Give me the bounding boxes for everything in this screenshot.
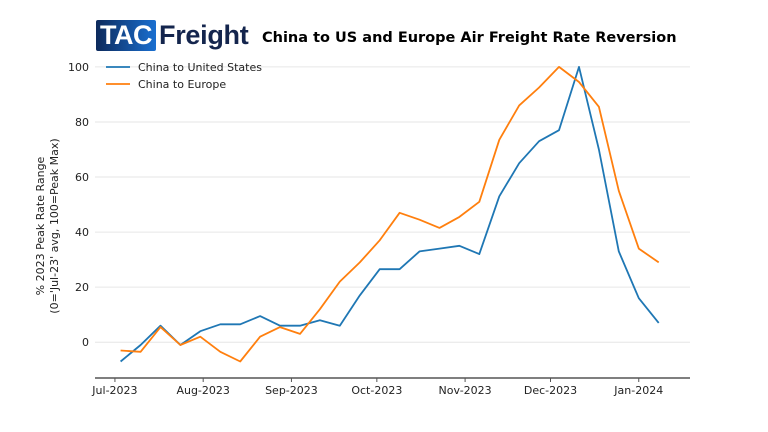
y-tick-label: 60: [75, 171, 89, 184]
y-tick-label: 40: [75, 226, 89, 239]
x-tick-label: Nov-2023: [439, 384, 492, 397]
y-tick-label: 80: [75, 116, 89, 129]
x-tick-label: Aug-2023: [176, 384, 229, 397]
legend: China to United States China to Europe: [106, 61, 262, 91]
x-tick-label: Oct-2023: [351, 384, 402, 397]
tac-freight-logo: TAC Freight: [96, 19, 249, 51]
y-axis-label-line-1: % 2023 Peak Rate Range: [34, 156, 47, 295]
y-axis-label-line-2: (0='Jul-23' avg, 100=Peak Max): [48, 138, 61, 313]
y-tick-label: 100: [68, 61, 89, 74]
gridlines: [95, 66, 690, 343]
y-tick-label: 0: [82, 336, 89, 349]
y-tick-label: 20: [75, 281, 89, 294]
x-tick-label: Sep-2023: [265, 384, 318, 397]
y-axis-ticks: 0 20 40 60 80 100: [68, 61, 89, 349]
legend-label: China to Europe: [138, 78, 226, 91]
y-axis-label: % 2023 Peak Rate Range (0='Jul-23' avg, …: [34, 138, 61, 313]
legend-label: China to United States: [138, 61, 262, 74]
logo-freight: Freight: [159, 19, 249, 50]
x-tick-label: Jul-2023: [91, 384, 137, 397]
logo-tac: TAC: [96, 19, 156, 51]
x-tick-label: Jan-2024: [613, 384, 663, 397]
x-tick-label: Dec-2023: [524, 384, 577, 397]
series-line-china-to-europe: [120, 66, 660, 363]
series-lines: [120, 66, 660, 363]
series-line-china-to-united-states: [120, 66, 660, 363]
x-axis-ticks: Jul-2023 Aug-2023 Sep-2023 Oct-2023 Nov-2023…: [91, 377, 690, 397]
chart-title: China to US and Europe Air Freight Rate …: [262, 30, 677, 46]
